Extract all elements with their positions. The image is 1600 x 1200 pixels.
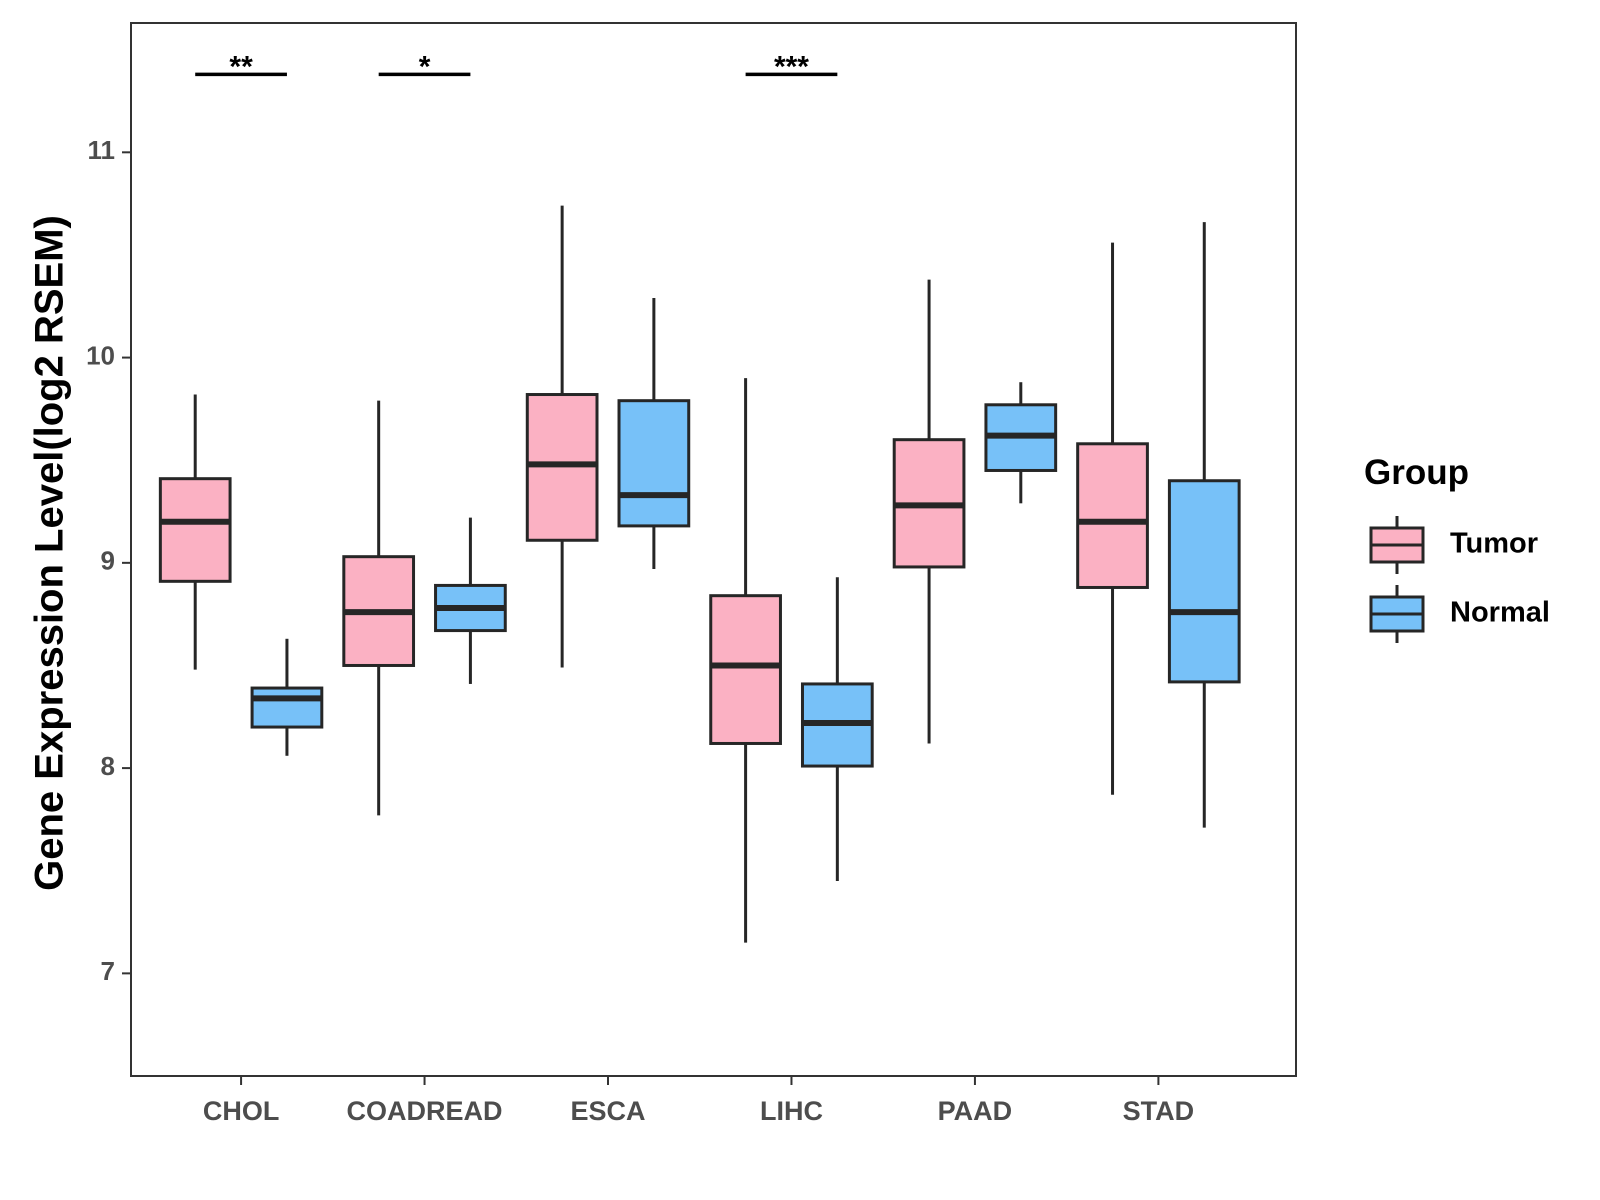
box-body xyxy=(250,686,324,729)
legend-label: Normal xyxy=(1450,597,1550,629)
legend: Group Tumor Normal xyxy=(1364,453,1550,643)
x-tick-label-paad: PAAD xyxy=(938,1096,1013,1126)
y-axis: 7 8 9 10 11 xyxy=(86,135,131,986)
box-normal-coadread xyxy=(434,517,507,684)
y-tick-label: 9 xyxy=(101,546,115,576)
box-tumor-chol xyxy=(158,394,232,670)
legend-item-normal: Normal xyxy=(1369,585,1550,643)
box-body xyxy=(709,594,782,745)
box-tumor-lihc xyxy=(709,378,782,943)
box-tumor-coadread xyxy=(342,400,416,816)
significance-coadread: * xyxy=(378,50,471,83)
x-tick-label-coadread: COADREAD xyxy=(347,1096,503,1126)
legend-item-tumor: Tumor xyxy=(1369,516,1538,574)
x-tick-label-stad: STAD xyxy=(1123,1096,1195,1126)
box-body xyxy=(617,399,691,528)
legend-title: Group xyxy=(1364,453,1469,492)
x-axis: CHOL COADREAD ESCA LIHC PAAD STAD xyxy=(203,1076,1194,1126)
box-normal-lihc xyxy=(800,577,874,881)
box-body xyxy=(1076,442,1149,589)
y-tick-label: 10 xyxy=(86,340,115,370)
box-body xyxy=(525,393,599,542)
box-normal-esca xyxy=(617,298,691,569)
y-tick-label: 8 xyxy=(101,751,115,781)
box-body xyxy=(158,477,232,583)
box-normal-paad xyxy=(984,382,1058,504)
significance-chol: ** xyxy=(195,50,287,83)
y-tick-label: 11 xyxy=(88,135,116,165)
box-normal-stad xyxy=(1167,222,1241,828)
box-normal-chol xyxy=(250,638,324,756)
significance-annotations: ** * *** xyxy=(195,50,838,83)
box-series-group xyxy=(158,205,1241,943)
box-tumor-esca xyxy=(525,205,599,668)
x-tick-label-lihc: LIHC xyxy=(760,1096,823,1126)
box-tumor-stad xyxy=(1076,242,1149,795)
significance-label: *** xyxy=(774,50,809,83)
significance-lihc: *** xyxy=(745,50,838,83)
significance-label: * xyxy=(419,50,431,83)
y-tick-label: 7 xyxy=(101,956,115,986)
box-tumor-paad xyxy=(892,279,966,744)
y-axis-title: Gene Expression Level(log2 RSEM) xyxy=(28,215,72,891)
x-tick-label-chol: CHOL xyxy=(203,1096,280,1126)
box-body xyxy=(1167,479,1241,684)
significance-label: ** xyxy=(229,50,253,83)
legend-label: Tumor xyxy=(1450,528,1538,560)
x-tick-label-esca: ESCA xyxy=(571,1096,646,1126)
